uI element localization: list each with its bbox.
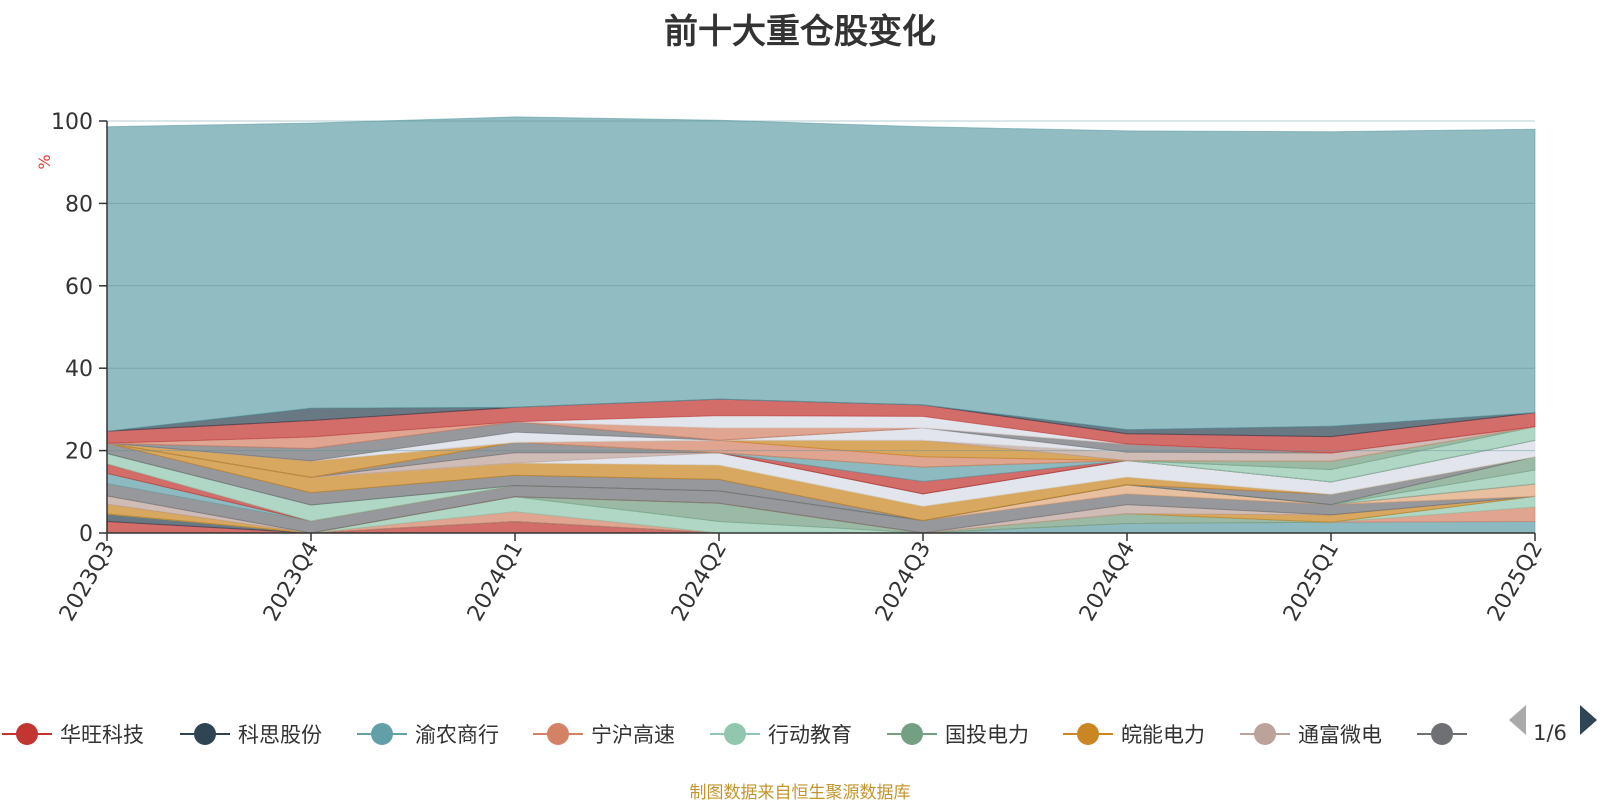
- area-series-group: [106, 116, 1536, 534]
- y-tick-label: 40: [65, 357, 93, 382]
- legend-next-arrow-icon[interactable]: [1580, 705, 1597, 735]
- legend-item[interactable]: 国投电力: [887, 723, 1029, 747]
- gridlines: [107, 120, 1535, 452]
- area-series-33: [106, 116, 1536, 432]
- x-tick-label: 2024Q2: [667, 538, 732, 626]
- legend-circle-icon: [194, 723, 216, 745]
- legend-label: 行动教育: [768, 723, 852, 747]
- y-tick-label: 20: [65, 440, 93, 465]
- legend-label: 通富微电: [1298, 723, 1382, 747]
- legend-circle-icon: [547, 723, 569, 745]
- x-tick-label: 2024Q1: [463, 538, 528, 626]
- legend-prev-arrow-icon[interactable]: [1509, 705, 1526, 735]
- x-tick-label: 2023Q4: [259, 538, 324, 626]
- legend-circle-icon: [1254, 723, 1276, 745]
- source-note: 制图数据来自恒生聚源数据库: [689, 783, 911, 803]
- x-tick-label: 2024Q4: [1075, 538, 1140, 626]
- legend-page-indicator: 1/6: [1533, 721, 1567, 745]
- legend-label: 国投电力: [945, 723, 1029, 747]
- legend-label: 渝农商行: [415, 723, 499, 747]
- y-tick-label: 80: [65, 192, 93, 217]
- x-tick-label: 2025Q1: [1279, 538, 1344, 626]
- y-tick-label: 60: [65, 275, 93, 300]
- legend-item[interactable]: 通富微电: [1240, 723, 1382, 747]
- legend-item[interactable]: 皖能电力: [1063, 723, 1205, 747]
- legend-circle-icon: [371, 723, 393, 745]
- legend: 华旺科技 科思股份 渝农商行 宁沪高速 行动教育 国投电力 皖能电力 通富微电: [2, 723, 1467, 747]
- legend-label: 宁沪高速: [591, 723, 675, 747]
- y-axis-label: %: [35, 154, 54, 169]
- y-tick-label: 0: [79, 522, 93, 547]
- axes: [106, 121, 1535, 534]
- y-axis-ticks: 0 20 40 60 80 100: [51, 110, 107, 547]
- legend-item[interactable]: 华旺科技: [2, 723, 144, 747]
- legend-circle-icon: [1431, 723, 1453, 745]
- legend-item[interactable]: [1417, 723, 1467, 745]
- legend-label: 华旺科技: [60, 723, 144, 747]
- legend-item[interactable]: 科思股份: [180, 723, 322, 747]
- chart-title: 前十大重仓股变化: [664, 12, 936, 52]
- legend-item[interactable]: 渝农商行: [357, 723, 499, 747]
- legend-circle-icon: [901, 723, 923, 745]
- legend-item[interactable]: 宁沪高速: [533, 723, 675, 747]
- legend-label: 科思股份: [238, 723, 322, 747]
- x-tick-label: 2025Q2: [1483, 538, 1548, 626]
- x-tick-label: 2023Q3: [55, 538, 120, 626]
- legend-label: 皖能电力: [1121, 723, 1205, 747]
- y-tick-label: 100: [51, 110, 93, 135]
- legend-pager: 1/6: [1509, 705, 1597, 745]
- legend-circle-icon: [16, 723, 38, 745]
- x-tick-label: 2024Q3: [871, 538, 936, 626]
- x-axis-ticks: 2023Q3 2023Q4 2024Q1 2024Q2 2024Q3 2024Q4 2025…: [55, 533, 1548, 626]
- legend-circle-icon: [1077, 723, 1099, 745]
- legend-circle-icon: [724, 723, 746, 745]
- legend-item[interactable]: 行动教育: [710, 723, 852, 747]
